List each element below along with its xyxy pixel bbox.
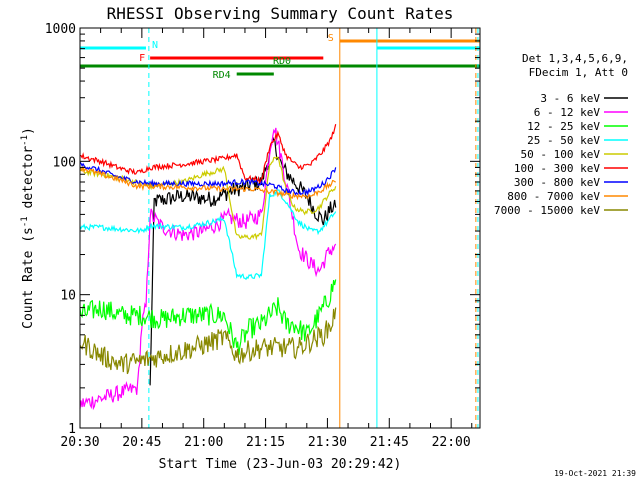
flag-label-rd4: RD4 <box>213 70 231 81</box>
x-tick-label: 21:45 <box>370 435 409 450</box>
series-line-4 <box>79 156 337 241</box>
x-tick-label: 21:30 <box>308 435 347 450</box>
flag-label-s: S <box>328 33 334 44</box>
y-axis-label-main: Count Rate (s <box>21 227 36 329</box>
y-axis-label-exponent: -1 <box>20 216 30 227</box>
series-line-1 <box>79 127 337 411</box>
y-axis-label: Count Rate (s-1 detector-1) <box>20 127 36 329</box>
date-stamp: 19-Oct-2021 21:39 <box>554 469 636 478</box>
x-tick-label: 20:45 <box>122 435 161 450</box>
series-line-7 <box>79 166 336 201</box>
series-layer <box>79 124 337 411</box>
y-axis-ticks: 1 10 100 1000 <box>45 22 480 437</box>
legend-header: Det 1,3,4,5,6,9, <box>522 52 628 65</box>
x-tick-label: 22:00 <box>432 435 471 450</box>
y-axis-label-middle: detector <box>21 146 36 217</box>
y-tick-label: 100 <box>53 155 76 170</box>
legend-label: 7000 - 15000 keV <box>494 204 600 217</box>
y-tick-label: 1 <box>68 422 76 437</box>
flag-label-rd0: RD0 <box>273 56 291 67</box>
y-axis-label-exponent-2: -1 <box>20 135 30 146</box>
x-tick-label: 20:30 <box>60 435 99 450</box>
x-axis-ticks: 20:30 20:45 21:00 21:15 21:30 21:45 22:00 <box>60 28 473 450</box>
series-line-2 <box>79 279 337 356</box>
legend-header: FDecim 1, Att 0 <box>529 66 628 79</box>
legend-label: 800 - 7000 keV <box>507 190 600 203</box>
legend-label: 100 - 300 keV <box>514 162 600 175</box>
flag-bars: NF S RD0 RD4 <box>80 33 480 81</box>
flag-label-n: N <box>152 40 158 51</box>
y-tick-label: 1000 <box>45 22 76 37</box>
y-tick-label: 10 <box>60 289 76 304</box>
series-line-5 <box>80 124 337 184</box>
legend-label: 12 - 25 keV <box>527 120 600 133</box>
legend-label: 6 - 12 keV <box>534 106 601 119</box>
flag-label-f: F <box>139 53 145 64</box>
legend-label: 25 - 50 keV <box>527 134 600 147</box>
series-line-3 <box>79 189 337 281</box>
legend-label: 50 - 100 keV <box>521 148 601 161</box>
legend-label: 300 - 800 keV <box>514 176 600 189</box>
x-tick-label: 21:00 <box>184 435 223 450</box>
y-axis-label-end: ) <box>21 127 36 135</box>
series-line-8 <box>79 307 337 375</box>
chart-title: RHESSI Observing Summary Count Rates <box>107 4 454 23</box>
legend-label: 3 - 6 keV <box>540 92 600 105</box>
legend: Det 1,3,4,5,6,9,FDecim 1, Att 0 3 - 6 keV… <box>494 52 628 217</box>
x-axis-label: Start Time (23-Jun-03 20:29:42) <box>159 457 402 472</box>
plot-frame <box>79 27 481 429</box>
x-tick-label: 21:15 <box>246 435 285 450</box>
